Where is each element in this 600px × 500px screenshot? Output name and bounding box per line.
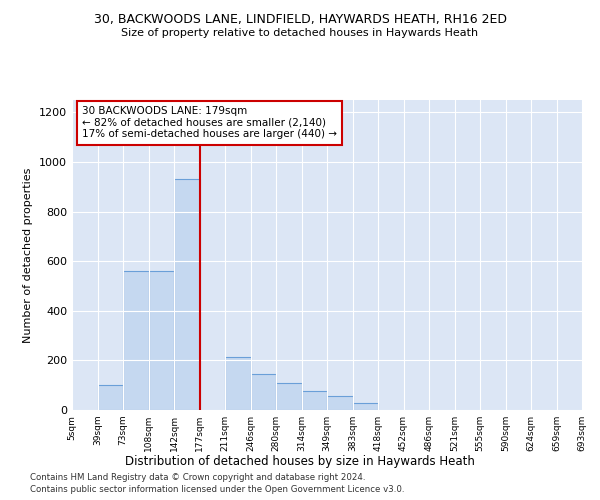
Y-axis label: Number of detached properties: Number of detached properties <box>23 168 34 342</box>
Text: Contains public sector information licensed under the Open Government Licence v3: Contains public sector information licen… <box>30 485 404 494</box>
Text: 30 BACKWOODS LANE: 179sqm
← 82% of detached houses are smaller (2,140)
17% of se: 30 BACKWOODS LANE: 179sqm ← 82% of detac… <box>82 106 337 140</box>
Bar <box>97 385 123 410</box>
Bar <box>276 382 302 410</box>
Bar <box>327 396 353 410</box>
Bar <box>302 392 327 410</box>
Bar <box>123 271 149 410</box>
Text: Contains HM Land Registry data © Crown copyright and database right 2024.: Contains HM Land Registry data © Crown c… <box>30 474 365 482</box>
Bar <box>251 374 276 410</box>
Text: 30, BACKWOODS LANE, LINDFIELD, HAYWARDS HEATH, RH16 2ED: 30, BACKWOODS LANE, LINDFIELD, HAYWARDS … <box>94 12 506 26</box>
Bar <box>225 356 251 410</box>
Bar <box>174 180 199 410</box>
Bar <box>149 271 174 410</box>
Text: Size of property relative to detached houses in Haywards Heath: Size of property relative to detached ho… <box>121 28 479 38</box>
Text: Distribution of detached houses by size in Haywards Heath: Distribution of detached houses by size … <box>125 455 475 468</box>
Bar <box>353 402 378 410</box>
